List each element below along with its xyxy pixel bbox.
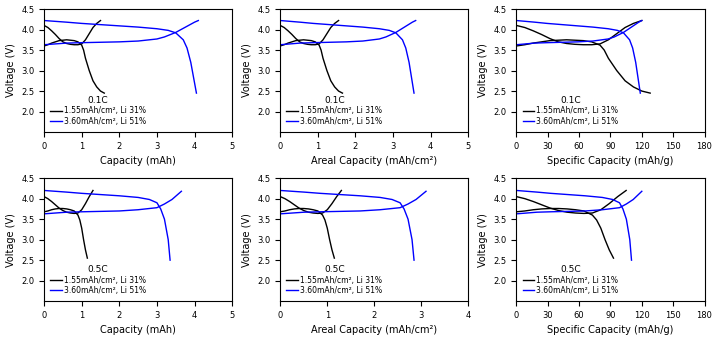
X-axis label: Specific Capacity (mAh/g): Specific Capacity (mAh/g) — [547, 156, 673, 166]
Legend: 1.55mAh/cm², Li 31%, 3.60mAh/cm², Li 51%: 1.55mAh/cm², Li 31%, 3.60mAh/cm², Li 51% — [48, 263, 149, 297]
Legend: 1.55mAh/cm², Li 31%, 3.60mAh/cm², Li 51%: 1.55mAh/cm², Li 31%, 3.60mAh/cm², Li 51% — [284, 263, 385, 297]
X-axis label: Capacity (mAh): Capacity (mAh) — [101, 156, 176, 166]
Legend: 1.55mAh/cm², Li 31%, 3.60mAh/cm², Li 51%: 1.55mAh/cm², Li 31%, 3.60mAh/cm², Li 51% — [48, 93, 149, 128]
Y-axis label: Voltage (V): Voltage (V) — [242, 213, 252, 267]
Legend: 1.55mAh/cm², Li 31%, 3.60mAh/cm², Li 51%: 1.55mAh/cm², Li 31%, 3.60mAh/cm², Li 51% — [521, 263, 620, 297]
X-axis label: Areal Capacity (mAh/cm²): Areal Capacity (mAh/cm²) — [311, 156, 437, 166]
X-axis label: Specific Capacity (mAh/g): Specific Capacity (mAh/g) — [547, 325, 673, 336]
Y-axis label: Voltage (V): Voltage (V) — [6, 44, 16, 98]
Y-axis label: Voltage (V): Voltage (V) — [478, 213, 488, 267]
Y-axis label: Voltage (V): Voltage (V) — [242, 44, 252, 98]
Legend: 1.55mAh/cm², Li 31%, 3.60mAh/cm², Li 51%: 1.55mAh/cm², Li 31%, 3.60mAh/cm², Li 51% — [284, 93, 385, 128]
Legend: 1.55mAh/cm², Li 31%, 3.60mAh/cm², Li 51%: 1.55mAh/cm², Li 31%, 3.60mAh/cm², Li 51% — [521, 93, 620, 128]
Y-axis label: Voltage (V): Voltage (V) — [6, 213, 16, 267]
X-axis label: Capacity (mAh): Capacity (mAh) — [101, 325, 176, 336]
X-axis label: Areal Capacity (mAh/cm²): Areal Capacity (mAh/cm²) — [311, 325, 437, 336]
Y-axis label: Voltage (V): Voltage (V) — [478, 44, 488, 98]
